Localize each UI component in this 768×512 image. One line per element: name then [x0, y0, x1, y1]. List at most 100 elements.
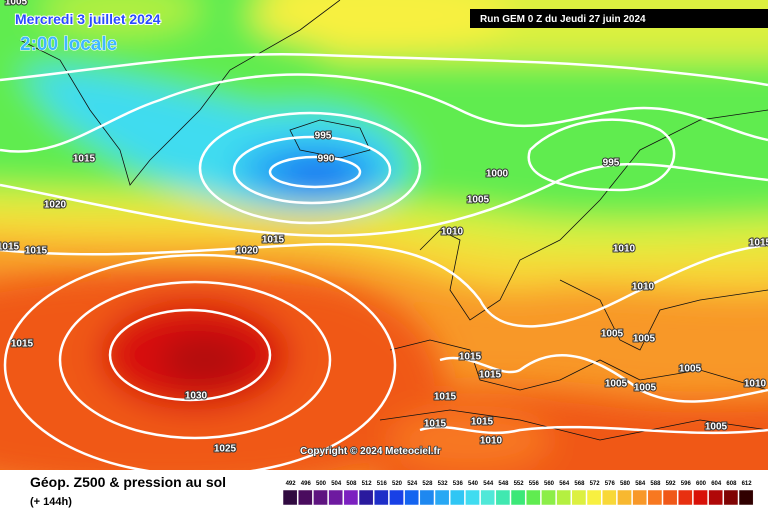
legend-label: 576 — [605, 481, 616, 487]
isobar-label: 1025 — [214, 444, 237, 455]
legend-label: 532 — [438, 481, 449, 487]
legend-swatch — [632, 489, 648, 506]
legend-swatch — [343, 489, 359, 506]
field-layer — [250, 0, 510, 50]
isobar-label: 1015 — [73, 154, 96, 165]
field-layer — [390, 410, 550, 470]
legend-label: 504 — [331, 481, 342, 487]
legend-swatch — [297, 489, 313, 506]
isobar-label: 1015 — [471, 417, 494, 428]
isobar-label: 1010 — [613, 244, 636, 255]
legend-label: 608 — [726, 481, 737, 487]
legend-label: 516 — [377, 481, 388, 487]
legend-label: 536 — [453, 481, 464, 487]
legend-label: 512 — [362, 481, 373, 487]
isobar-label: 1015 — [11, 339, 34, 350]
legend-swatch — [601, 489, 617, 506]
isobar-label: 1015 — [424, 419, 447, 430]
legend-swatch — [693, 489, 708, 506]
legend-swatch — [586, 489, 602, 506]
isobar-label: 1005 — [679, 364, 702, 375]
field-layer — [40, 0, 200, 35]
run-box — [470, 9, 768, 28]
legend-swatch — [617, 489, 632, 506]
legend-swatch — [571, 489, 587, 506]
isobar-label: 1005 — [633, 334, 656, 345]
isobar-label: 995 — [315, 131, 332, 142]
legend-swatch — [358, 489, 374, 506]
legend-label: 496 — [301, 481, 312, 487]
isobar-label: 1015 — [749, 238, 768, 249]
legend-swatch — [662, 489, 678, 506]
isobar-label: 1005 — [605, 379, 628, 390]
legend-swatch — [525, 489, 541, 506]
legend-swatch — [449, 489, 465, 506]
legend-label: 540 — [468, 481, 479, 487]
isobar-label: 990 — [318, 154, 335, 165]
isobar-label: 995 — [603, 158, 620, 169]
legend-label: 604 — [711, 481, 722, 487]
legend-label: 580 — [620, 481, 631, 487]
isobar-label: 1015 — [0, 242, 20, 253]
isobar-label: 1005 — [705, 422, 728, 433]
legend-label: 612 — [742, 481, 753, 487]
legend-swatch — [708, 489, 724, 506]
legend-swatch — [389, 489, 404, 506]
legend-swatch — [328, 489, 344, 506]
run-info: Run GEM 0 Z du Jeudi 27 juin 2024 — [480, 14, 646, 25]
legend-label: 552 — [514, 481, 525, 487]
isobar-label: 1015 — [434, 392, 457, 403]
field-layer — [276, 161, 360, 189]
color-legend: 492 496 500 504 508 512 516 520 524 528 532 536 540 5… — [282, 481, 754, 506]
legend-label: 564 — [559, 481, 570, 487]
legend-label: 524 — [407, 481, 418, 487]
forecast-date: Mercredi 3 juillet 2024 — [15, 11, 161, 27]
isobar-label: 1015 — [25, 246, 48, 257]
isobar-label: 1010 — [441, 227, 464, 238]
legend-label: 544 — [483, 481, 494, 487]
legend-label: 600 — [696, 481, 707, 487]
legend-swatch — [465, 489, 480, 506]
legend-label: 588 — [650, 481, 661, 487]
legend-label: 500 — [316, 481, 327, 487]
legend-swatch — [723, 489, 739, 506]
footer-subtitle: (+ 144h) — [30, 496, 72, 508]
legend-swatch — [480, 489, 496, 506]
legend-swatch — [541, 489, 556, 506]
isobar-label: 1005 — [634, 383, 657, 394]
isobar-label: 1010 — [744, 379, 767, 390]
legend-label: 492 — [286, 481, 297, 487]
legend-swatch — [313, 489, 328, 506]
legend-swatch — [495, 489, 511, 506]
isobar-label: 1030 — [185, 391, 208, 402]
legend-swatch — [738, 489, 754, 506]
isobar-label: 1010 — [480, 436, 503, 447]
legend-label: 508 — [346, 481, 357, 487]
isobar-label: 1015 — [479, 370, 502, 381]
legend-label: 572 — [590, 481, 601, 487]
isobar-label: 1005 — [5, 0, 28, 8]
isobar-label: 1015 — [459, 352, 482, 363]
isobar-label: 1015 — [262, 235, 285, 246]
legend-swatch — [677, 489, 693, 506]
legend-label: 556 — [529, 481, 540, 487]
legend-swatch — [510, 489, 526, 506]
isobar-label: 1010 — [632, 282, 655, 293]
legend-swatch — [556, 489, 572, 506]
legend-label: 596 — [681, 481, 692, 487]
footer-title: Géop. Z500 & pression au sol — [30, 474, 226, 490]
legend-swatch — [373, 489, 389, 506]
isobar-label: 1005 — [467, 195, 490, 206]
legend-swatch — [419, 489, 435, 506]
copyright: Copyright © 2024 Meteociel.fr — [300, 446, 441, 457]
legend-label: 584 — [635, 481, 646, 487]
legend-label: 592 — [666, 481, 677, 487]
isobar-label: 1000 — [486, 169, 509, 180]
legend-label: 560 — [544, 481, 555, 487]
legend-label: 568 — [574, 481, 585, 487]
legend-swatch — [404, 489, 420, 506]
legend-label: 528 — [422, 481, 433, 487]
